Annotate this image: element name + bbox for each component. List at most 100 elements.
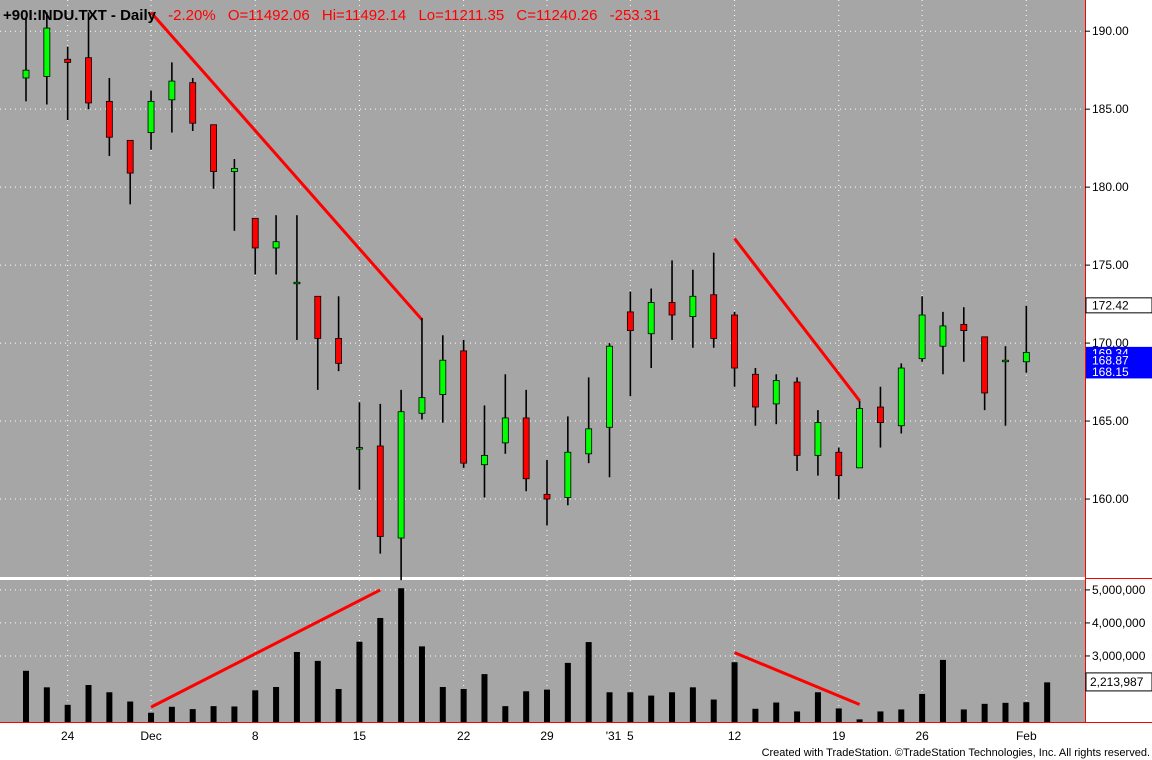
date-tick-label: 5 (627, 729, 634, 743)
volume-bar (794, 711, 801, 722)
volume-bar (898, 709, 905, 722)
candle-body (168, 80, 176, 101)
volume-bar (835, 708, 842, 722)
candle (606, 343, 613, 478)
candle-body (189, 82, 197, 124)
volume-bar (627, 692, 634, 722)
candle-body (501, 417, 509, 444)
candle (189, 77, 197, 131)
volume-bar (544, 689, 550, 722)
volume-bar (648, 695, 655, 722)
candle (126, 139, 134, 205)
price-tag-box (1086, 354, 1152, 368)
volume-bar (43, 687, 50, 722)
volume-bar (1023, 702, 1030, 722)
volume-bar (356, 641, 363, 722)
candle-body (710, 294, 718, 339)
candle-body (460, 350, 468, 464)
volume-bar (731, 662, 738, 722)
candle (835, 447, 843, 500)
candle-body (585, 428, 593, 455)
volume-trendlines (150, 588, 861, 709)
price-tag: 168.15 (1086, 365, 1152, 379)
candle-body (1022, 352, 1030, 363)
candle (877, 386, 884, 448)
date-tick-label: 26 (915, 729, 929, 743)
price-plot-area (0, 0, 1085, 577)
price-tick-label: 170.00 (1092, 336, 1129, 350)
candle-body (251, 217, 259, 249)
volume-bar (85, 685, 92, 722)
volume-trendline (733, 651, 861, 706)
candle (251, 217, 259, 275)
candle (85, 12, 92, 110)
candle (439, 335, 447, 423)
open-value: O=11492.06 (228, 7, 310, 24)
candle-body (43, 27, 51, 77)
candle (564, 416, 572, 506)
price-tick-label: 180.00 (1092, 180, 1129, 194)
candle-body (22, 69, 30, 79)
price-trendline (733, 237, 861, 402)
volume-plot-area (0, 580, 1085, 722)
volume-bar (773, 702, 780, 722)
volume-bar (23, 670, 29, 722)
candle-body (397, 411, 405, 539)
volume-bar (481, 674, 488, 722)
candle (168, 62, 176, 133)
candle (689, 269, 697, 348)
grid-dots (0, 0, 1085, 722)
date-tick-label: '31 (606, 729, 622, 743)
candle (43, 12, 51, 105)
volume-bar (1044, 682, 1051, 722)
volume-bar (523, 691, 530, 722)
candle (731, 311, 738, 387)
candle-body (731, 314, 738, 369)
candle-body (210, 124, 217, 172)
candle (481, 405, 488, 498)
volume-bar (1002, 702, 1009, 722)
volume-bar (564, 662, 571, 722)
volume-last-label: 2,213,987 (1090, 675, 1144, 689)
volume-series (23, 588, 1051, 722)
candle (501, 374, 509, 454)
candle (418, 318, 426, 420)
candle-body (564, 451, 572, 498)
price-trendlines (149, 11, 861, 402)
date-tick-label: 15 (353, 729, 367, 743)
candle (752, 368, 759, 426)
candle-body (293, 281, 301, 285)
candle (460, 339, 468, 468)
price-tag: 172.42 (1085, 297, 1152, 314)
volume-bar (377, 617, 384, 722)
volume-bar (752, 708, 759, 722)
volume-bar (856, 719, 863, 722)
volume-bar (981, 703, 988, 722)
volume-bar (252, 690, 259, 722)
candle-body (814, 422, 822, 456)
candle-body (939, 325, 947, 347)
volume-bar (398, 588, 405, 722)
price-tag: 168.87 (1086, 354, 1152, 368)
candle-body (835, 451, 843, 477)
volume-last-tag: 2,213,987 (1085, 672, 1152, 692)
volume-bar (669, 692, 676, 722)
candle (543, 460, 551, 526)
candle (918, 296, 926, 362)
volume-bar (273, 686, 280, 722)
candle (1022, 305, 1030, 373)
date-tick-label: Dec (140, 729, 161, 743)
volume-bar (293, 651, 300, 722)
candle (793, 377, 801, 471)
candle-body (981, 336, 989, 394)
candle (960, 307, 968, 362)
date-tick-label: 29 (540, 729, 554, 743)
candle-body (522, 417, 530, 480)
candle-body (356, 447, 363, 450)
volume-trendline (150, 588, 381, 709)
price-tick-label: 175.00 (1092, 258, 1129, 272)
candle (397, 389, 405, 581)
candle-body (418, 397, 426, 414)
candle (210, 124, 217, 189)
candle-body (64, 58, 72, 63)
